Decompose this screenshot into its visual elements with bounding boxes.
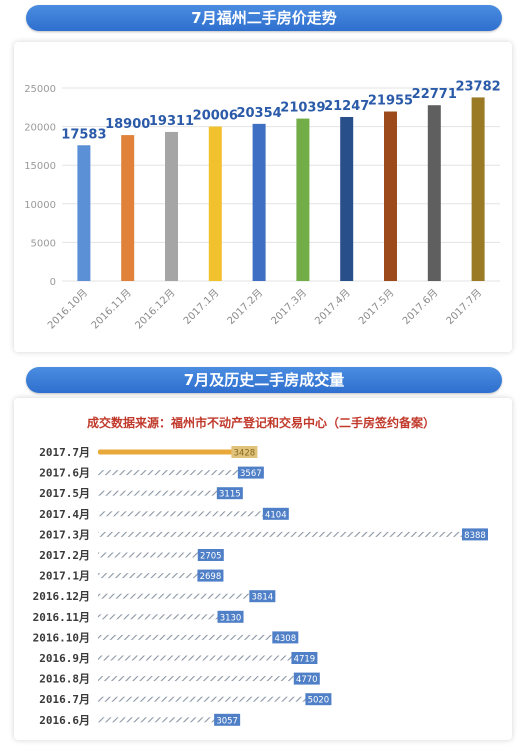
volume-value-badge xyxy=(305,693,332,706)
volume-value-label: 3567 xyxy=(240,469,262,479)
volume-bar xyxy=(98,511,289,517)
x-tick-label: 2016.11月 xyxy=(89,287,134,332)
volume-value-label: 3115 xyxy=(219,490,241,500)
data-source-note: 成交数据来源：福州市不动产登记和交易中心（二手房签约备案） xyxy=(86,416,435,430)
volume-bar xyxy=(98,696,332,702)
volume-bar xyxy=(98,449,258,455)
volume-value-badge xyxy=(216,487,243,500)
y-tick-label: 10000 xyxy=(24,200,56,211)
volume-value-badge xyxy=(197,569,224,582)
volume-bar xyxy=(98,655,318,661)
x-tick-label: 2017.7月 xyxy=(444,287,484,327)
y-tick-label: 20000 xyxy=(24,123,56,134)
volume-value-badge xyxy=(272,631,299,644)
price-value-label: 22771 xyxy=(412,87,457,102)
price-value-label: 23782 xyxy=(455,79,500,94)
volume-bar xyxy=(98,470,264,476)
price-bar xyxy=(296,118,310,281)
volume-value-badge xyxy=(293,672,320,685)
price-bar xyxy=(384,111,397,281)
volume-value-label: 2705 xyxy=(200,552,222,562)
volume-bar xyxy=(98,634,299,640)
x-tick-label: 2017.3月 xyxy=(269,287,309,327)
volume-chart-panel xyxy=(14,398,512,740)
volume-category-label: 2016.12月 xyxy=(33,590,90,603)
volume-value-badge xyxy=(462,528,488,541)
volume-value-label: 5020 xyxy=(308,696,330,706)
volume-value-label: 4308 xyxy=(274,634,296,644)
volume-header: 7月及历史二手房成交量 xyxy=(26,367,502,393)
volume-category-label: 2016.7月 xyxy=(39,693,90,706)
volume-category-label: 2017.5月 xyxy=(39,487,90,500)
price-bar xyxy=(340,116,354,281)
price-bar xyxy=(252,123,266,281)
price-bar xyxy=(121,135,135,281)
x-tick-label: 2017.6月 xyxy=(400,287,440,327)
price-value-label: 20354 xyxy=(236,106,281,121)
volume-category-label: 2017.7月 xyxy=(39,446,90,459)
volume-category-label: 2017.4月 xyxy=(39,508,90,521)
volume-category-label: 2017.1月 xyxy=(39,570,90,583)
volume-category-label: 2017.3月 xyxy=(39,528,90,541)
price-trend-header: 7月福州二手房价走势 xyxy=(26,5,502,31)
volume-bar xyxy=(98,531,488,537)
x-tick-label: 2016.12月 xyxy=(133,287,178,332)
volume-bar xyxy=(98,676,320,682)
volume-bar xyxy=(98,717,241,723)
y-tick-label: 25000 xyxy=(24,84,56,95)
volume-category-label: 2016.6月 xyxy=(39,714,90,727)
price-value-label: 19311 xyxy=(149,114,194,129)
volume-value-label: 3057 xyxy=(216,716,238,726)
volume-category-label: 2017.2月 xyxy=(39,549,90,562)
volume-value-badge xyxy=(237,466,264,479)
x-tick-label: 2016.10月 xyxy=(45,287,90,332)
price-bar xyxy=(165,131,178,281)
volume-bar xyxy=(98,552,224,558)
volume-category-label: 2016.9月 xyxy=(39,652,90,665)
volume-bar xyxy=(98,614,244,620)
volume-value-label: 3814 xyxy=(252,593,274,603)
price-value-label: 21955 xyxy=(368,94,413,109)
y-tick-label: 0 xyxy=(50,277,56,288)
volume-value-badge xyxy=(214,713,241,726)
volume-value-label: 2698 xyxy=(200,572,222,582)
price-bar xyxy=(208,126,222,281)
x-tick-label: 2017.2月 xyxy=(225,287,265,327)
x-tick-label: 2017.4月 xyxy=(313,287,353,327)
price-bar-chart: 0 5000 10000 15000 20000 25000 17583 2016.10月 18… xyxy=(24,79,501,331)
volume-category-label: 2016.8月 xyxy=(39,673,90,686)
volume-bar xyxy=(98,593,276,599)
volume-bar-chart: 2017.7月 3428 2017.6月 3567 2017.5月 3115 2017.4月… xyxy=(33,446,488,727)
price-value-label: 21039 xyxy=(280,101,325,116)
x-tick-label: 2017.1月 xyxy=(181,287,221,327)
price-value-label: 20006 xyxy=(193,109,238,124)
volume-value-label: 3428 xyxy=(234,449,256,459)
volume-value-badge xyxy=(231,446,258,458)
volume-category-label: 2016.11月 xyxy=(33,611,90,624)
volume-value-label: 3130 xyxy=(220,613,242,623)
volume-category-label: 2016.10月 xyxy=(33,631,90,644)
price-value-label: 17583 xyxy=(61,127,106,142)
volume-category-label: 2017.6月 xyxy=(39,467,90,480)
volume-value-label: 8388 xyxy=(464,531,486,541)
price-bar xyxy=(427,105,441,281)
price-bar xyxy=(471,97,485,282)
price-value-label: 21247 xyxy=(324,99,369,114)
volume-value-label: 4770 xyxy=(296,675,318,685)
volume-bar xyxy=(98,490,243,496)
y-tick-label: 15000 xyxy=(24,161,56,172)
price-bar xyxy=(77,145,91,281)
y-tick-label: 5000 xyxy=(31,238,56,249)
volume-value-badge xyxy=(249,590,276,603)
volume-value-badge xyxy=(291,652,318,664)
volume-value-label: 4104 xyxy=(265,510,287,520)
volume-bar xyxy=(98,573,224,579)
volume-value-badge xyxy=(262,507,289,520)
x-tick-label: 2017.5月 xyxy=(356,287,396,327)
volume-value-badge xyxy=(197,549,224,561)
volume-value-badge xyxy=(217,610,244,623)
price-value-label: 18900 xyxy=(105,117,150,132)
volume-value-label: 4719 xyxy=(294,655,316,665)
